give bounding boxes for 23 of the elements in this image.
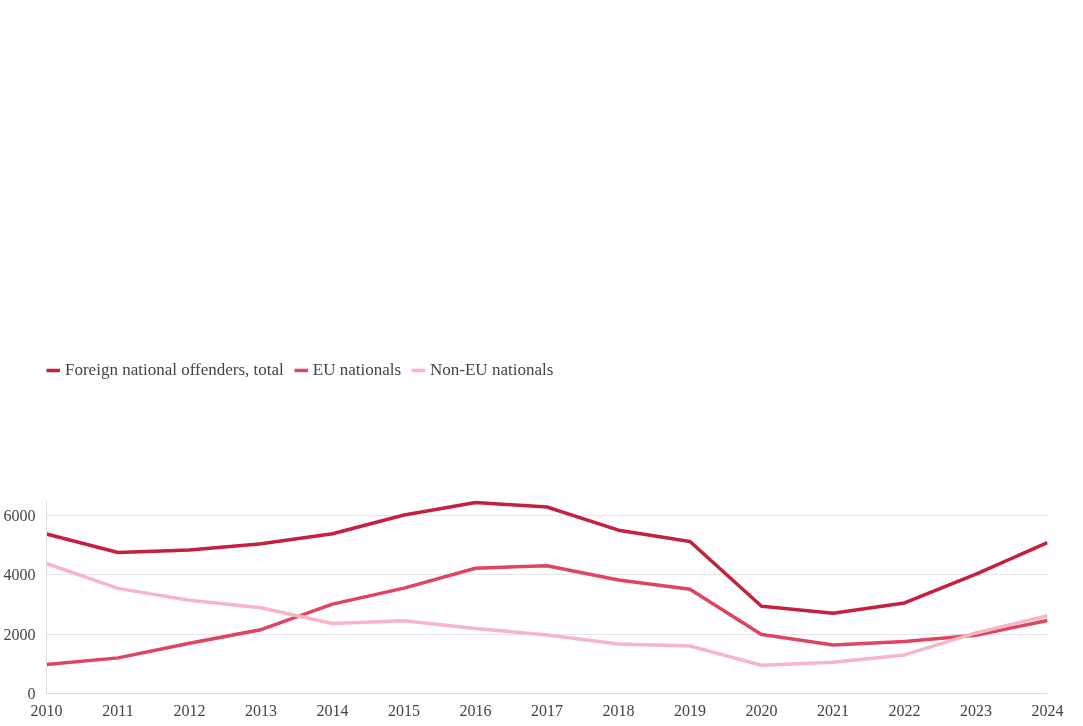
x-tick-label: 2010 <box>30 701 63 719</box>
legend-label: Foreign national offenders, total <box>65 360 284 380</box>
x-tick-label: 2015 <box>388 701 420 719</box>
x-tick-label: 2014 <box>316 701 349 719</box>
y-tick-label: 2000 <box>3 625 36 643</box>
legend-label: Non-EU nationals <box>430 360 554 380</box>
x-tick-label: 2013 <box>245 701 277 719</box>
y-tick-label: 0 <box>27 685 36 702</box>
x-tick-label: 2012 <box>173 701 206 719</box>
y-tick-label: 6000 <box>3 506 36 524</box>
x-tick-label: 2021 <box>817 701 849 719</box>
x-tick-label: 2024 <box>1031 701 1064 719</box>
x-tick-label: 2017 <box>531 701 563 719</box>
x-tick-label: 2019 <box>674 701 706 719</box>
x-tick-label: 2016 <box>459 701 492 719</box>
line-series <box>46 500 1048 616</box>
x-tick-label: 2023 <box>960 701 992 719</box>
legend-label: EU nationals <box>312 360 402 380</box>
x-tick-label: 2011 <box>102 701 134 719</box>
x-tick-label: 2020 <box>745 701 778 719</box>
y-tick-label: 4000 <box>3 566 36 584</box>
x-tick-label: 2018 <box>602 701 635 719</box>
x-tick-label: 2022 <box>888 701 921 719</box>
